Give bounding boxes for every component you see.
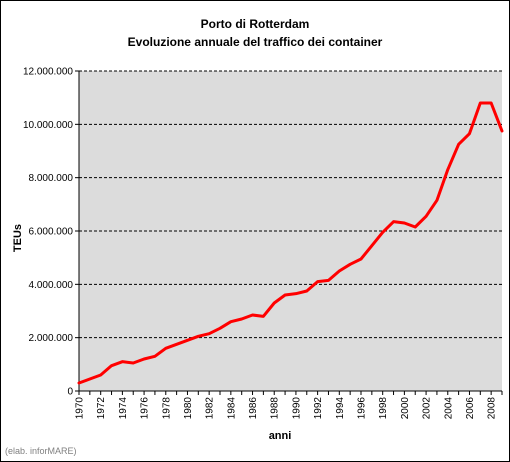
data-point — [305, 289, 308, 293]
x-tick-label: 1996 — [357, 397, 368, 420]
y-tick-label: 2.000.000 — [29, 333, 74, 344]
data-point — [370, 244, 374, 247]
data-point — [338, 269, 341, 273]
data-point — [197, 335, 200, 338]
x-tick-label: 2002 — [422, 397, 433, 420]
data-point — [132, 361, 135, 365]
data-point — [479, 101, 482, 105]
data-point — [273, 301, 276, 305]
data-point — [392, 220, 395, 223]
x-tick-label: 1982 — [205, 397, 216, 420]
data-point — [99, 373, 102, 377]
x-tick-label: 1986 — [248, 397, 259, 420]
data-point — [110, 364, 113, 367]
data-point — [88, 377, 92, 381]
x-tick-label: 1998 — [378, 397, 389, 420]
data-point — [121, 360, 124, 363]
data-point — [435, 199, 439, 202]
x-tick-label: 1974 — [118, 397, 129, 420]
data-point — [359, 257, 363, 261]
data-point — [186, 339, 189, 342]
y-tick-label: 10.000.000 — [23, 120, 73, 131]
x-tick-label: 2006 — [465, 397, 476, 420]
x-tick-label: 1984 — [226, 397, 237, 420]
data-point — [229, 320, 233, 323]
data-point — [457, 143, 460, 146]
x-tick-label: 1988 — [270, 397, 281, 420]
data-point — [489, 101, 493, 105]
data-point — [283, 293, 287, 297]
data-point — [262, 315, 265, 318]
data-point — [240, 317, 243, 321]
data-point — [218, 327, 222, 330]
chart-title: Porto di Rotterdam — [200, 17, 310, 31]
x-tick-label: 1976 — [140, 397, 151, 420]
x-tick-label: 1992 — [313, 397, 324, 420]
source-credit: (elab. inforMARE) — [5, 446, 77, 456]
data-point — [251, 313, 254, 317]
x-tick-label: 2008 — [487, 397, 498, 420]
data-point — [164, 347, 167, 350]
y-tick-label: 12.000.000 — [23, 67, 73, 78]
y-tick-label: 6.000.000 — [29, 227, 74, 238]
x-axis-label: anni — [268, 430, 292, 442]
data-point — [294, 292, 298, 295]
data-point — [153, 355, 157, 358]
data-point — [403, 221, 406, 225]
data-point — [327, 279, 330, 282]
x-tick-label: 2000 — [400, 397, 411, 420]
data-point — [414, 225, 417, 229]
data-point — [348, 263, 352, 266]
chart-subtitle: Evoluzione annuale del traffico dei cont… — [127, 35, 383, 49]
data-point — [142, 357, 146, 361]
x-tick-label: 1994 — [335, 397, 346, 420]
series-line — [77, 101, 504, 385]
data-point — [207, 332, 211, 335]
x-tick-label: 1972 — [96, 397, 107, 420]
data-point — [381, 231, 384, 234]
y-tick-label: 4.000.000 — [29, 280, 74, 291]
x-tick-label: 1980 — [183, 397, 194, 420]
data-point — [175, 343, 178, 346]
x-tick-label: 1970 — [75, 397, 86, 420]
x-tick-label: 2004 — [443, 397, 454, 420]
data-point — [424, 215, 428, 218]
y-tick-label: 8.000.000 — [29, 173, 74, 184]
data-point — [77, 381, 81, 385]
data-point — [468, 132, 471, 135]
x-tick-label: 1978 — [161, 397, 172, 420]
data-point — [446, 168, 449, 171]
data-point — [500, 129, 504, 133]
y-tick-label: 0 — [67, 387, 73, 398]
x-tick-label: 1990 — [291, 397, 302, 420]
data-point — [316, 280, 319, 283]
